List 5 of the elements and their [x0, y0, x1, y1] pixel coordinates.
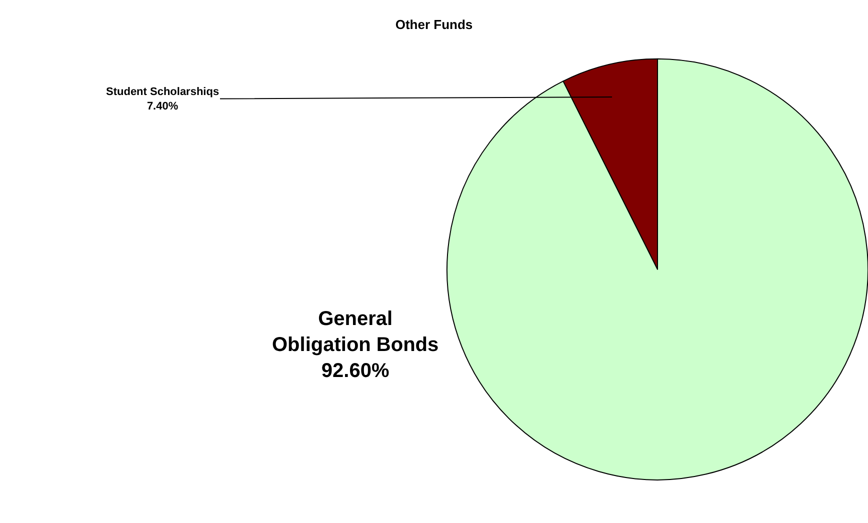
slice-label: General Obligation Bonds: [272, 308, 439, 356]
slice-label: Student Scholarshiqs: [106, 86, 220, 98]
chart-title: Other Funds: [395, 17, 473, 32]
data-label: 7.40%: [146, 100, 178, 112]
data-label: 92.60%: [321, 360, 390, 382]
